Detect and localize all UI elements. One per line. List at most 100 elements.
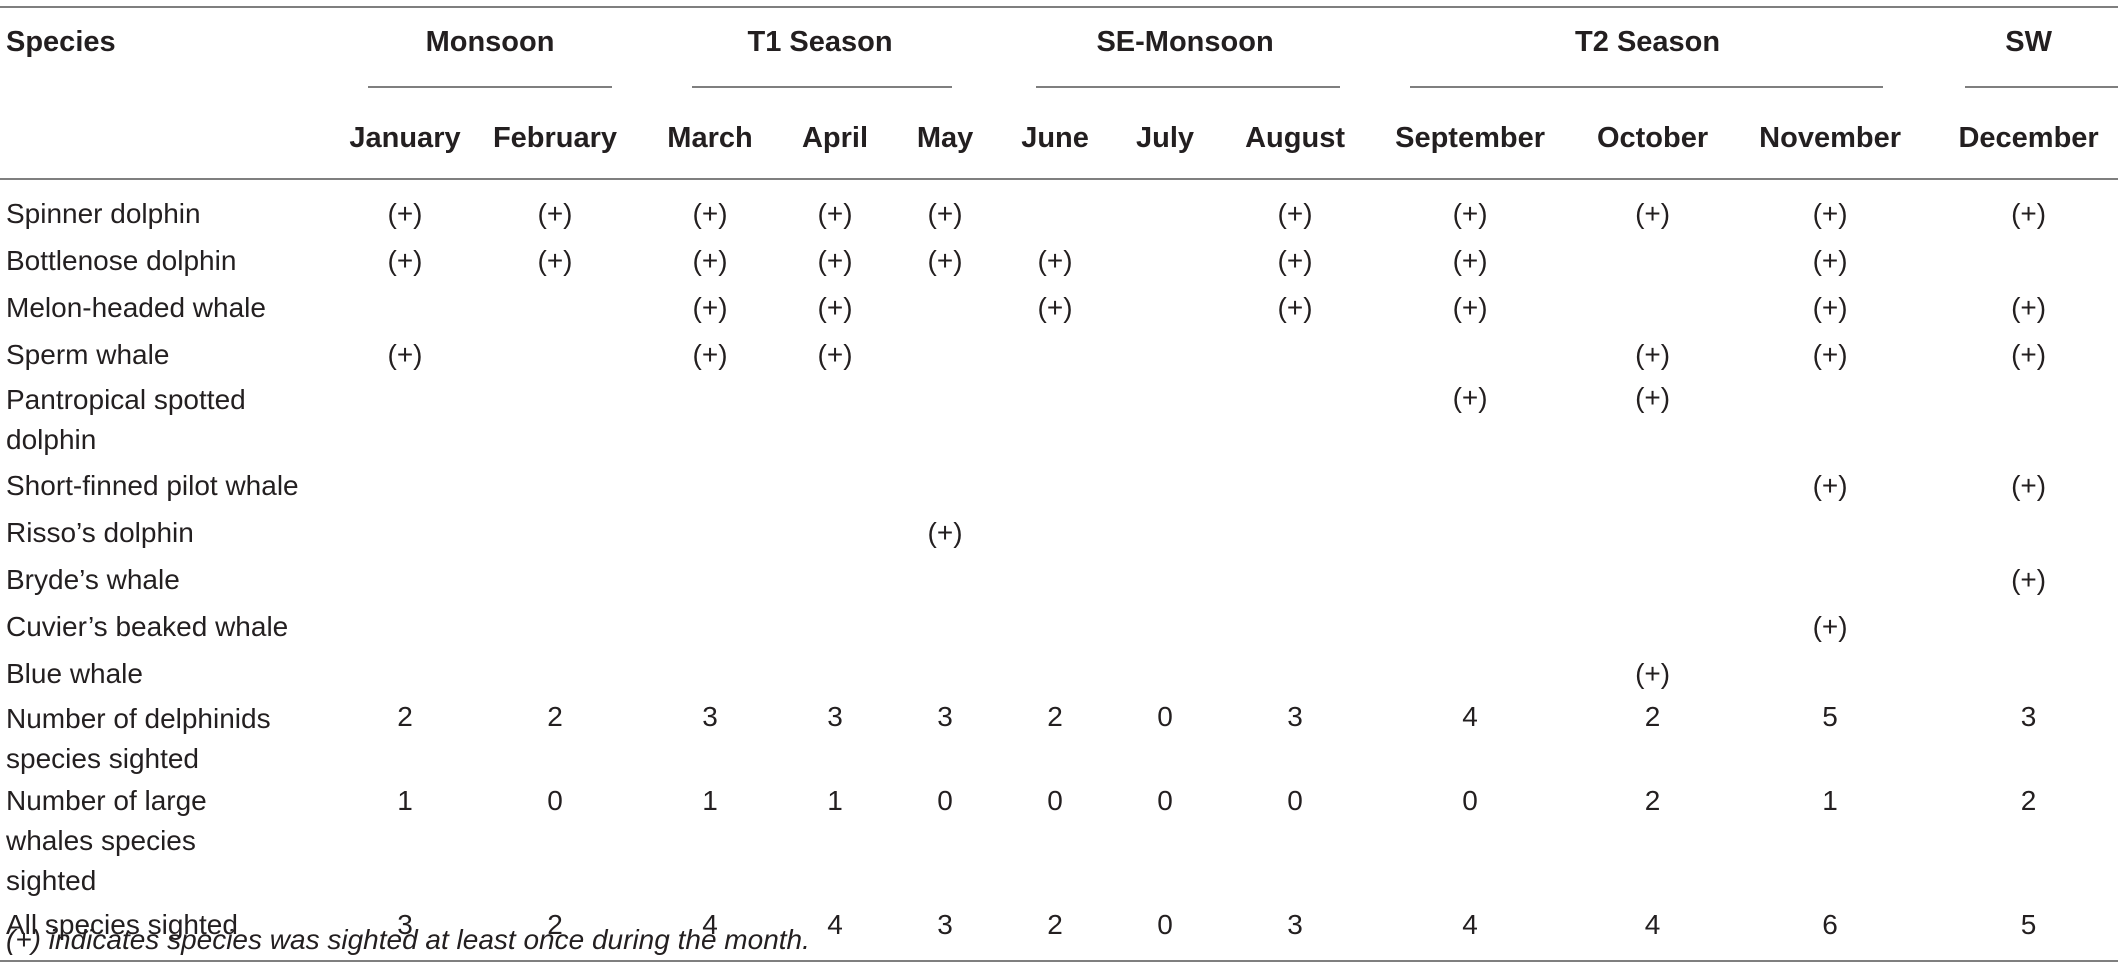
sighting-cell: 1 (1822, 785, 1838, 816)
sighting-cell (1220, 378, 1370, 462)
sighting-cell (1370, 331, 1570, 378)
season-label: T2 Season (1575, 26, 1721, 58)
sighting-cell (1220, 331, 1370, 378)
sighting-cell (890, 378, 1000, 462)
sighting-cell (340, 650, 470, 697)
species-label: Risso’s dolphin (6, 516, 194, 548)
sighting-cell (1000, 378, 1110, 462)
sighting-cell: 4 (702, 908, 718, 940)
species-label: Spinner dolphin (6, 197, 201, 229)
sighting-cell (340, 603, 470, 650)
sighting-cell (1000, 603, 1110, 650)
month-header-june: June (1021, 121, 1089, 154)
sighting-cell: 2 (547, 701, 563, 732)
sighting-cell (1110, 179, 1220, 237)
species-label: Short-finned pilot whale (6, 469, 299, 501)
table-row: Bryde’s whale (+) (0, 556, 2118, 603)
sighting-cell (780, 556, 890, 603)
sighting-cell (470, 509, 640, 556)
sighting-cell: 1 (397, 785, 413, 816)
sighting-cell (1370, 556, 1570, 603)
sighting-cell: (+) (817, 291, 853, 323)
species-label: Bottlenose dolphin (6, 244, 237, 276)
species-label: Number of large whales species sighted (6, 785, 207, 896)
sighting-cell (640, 650, 780, 697)
month-header-november: November (1759, 121, 1901, 154)
sighting-cell (780, 462, 890, 509)
season-header-monsoon: Monsoon (340, 7, 640, 98)
sighting-cell: (+) (692, 291, 728, 323)
sighting-cell: (+) (387, 338, 423, 370)
sighting-cell (890, 462, 1000, 509)
sighting-cell (470, 462, 640, 509)
sighting-cell: (+) (927, 197, 963, 229)
sighting-cell: (+) (2011, 291, 2047, 323)
sighting-cell (890, 556, 1000, 603)
sighting-cell: 5 (2020, 908, 2037, 940)
season-header-se-monsoon: SE-Monsoon (1000, 7, 1370, 98)
sighting-cell (1110, 650, 1220, 697)
sighting-cell: (+) (1277, 197, 1313, 229)
sighting-cell (1000, 462, 1110, 509)
sighting-cell (640, 556, 780, 603)
sighting-cell: 2 (397, 701, 413, 732)
sighting-cell (1110, 603, 1220, 650)
sighting-cell: 2 (2020, 785, 2037, 816)
sighting-cell: (+) (1452, 382, 1488, 413)
sighting-cell (890, 603, 1000, 650)
sighting-cell: 5 (1822, 701, 1838, 732)
sighting-cell: 3 (397, 908, 413, 940)
month-header-may: May (916, 121, 974, 154)
sighting-cell (780, 378, 890, 462)
sighting-cell (1220, 462, 1370, 509)
species-label: Cuvier’s beaked whale (6, 610, 289, 642)
season-header-t2: T2 Season (1370, 7, 1925, 98)
sighting-cell: 4 (1644, 908, 1661, 940)
sighting-cell (470, 556, 640, 603)
sighting-cell: (+) (1452, 244, 1488, 276)
season-label: Monsoon (425, 26, 555, 58)
table-row: Blue whale (+) (0, 650, 2118, 697)
sighting-cell: 2 (1047, 701, 1063, 732)
sighting-cell: (+) (2011, 197, 2047, 229)
month-header-august: August (1245, 121, 1345, 154)
sighting-cell (890, 650, 1000, 697)
season-rule (1036, 86, 1341, 88)
sighting-cell (1925, 650, 2118, 697)
sighting-cell: 3 (827, 701, 843, 732)
sighting-cell: 4 (827, 908, 843, 940)
sighting-cell (1925, 603, 2118, 650)
sighting-cell: (+) (1277, 244, 1313, 276)
sighting-cell (1220, 603, 1370, 650)
sighting-cell: (+) (1812, 291, 1848, 323)
species-label: Bryde’s whale (6, 563, 180, 595)
sighting-cell: (+) (537, 197, 573, 229)
sighting-cell (1220, 650, 1370, 697)
sighting-cell (470, 650, 640, 697)
sighting-cell (1000, 179, 1110, 237)
sighting-cell (1570, 284, 1735, 331)
table-row: Bottlenose dolphin (+) (+) (+) (+) (+) (+) (+) (… (0, 237, 2118, 284)
table-row: Number of delphinids species sighted 2 2 3 3… (0, 697, 2118, 781)
table-row: Risso’s dolphin (+) (0, 509, 2118, 556)
sighting-cell (1370, 462, 1570, 509)
sighting-cell (1220, 556, 1370, 603)
sighting-cell: (+) (1635, 657, 1671, 689)
sighting-cell (340, 509, 470, 556)
sighting-cell (470, 378, 640, 462)
sighting-cell: 2 (1047, 908, 1063, 940)
sighting-cell (1735, 650, 1925, 697)
sighting-cell: (+) (1277, 291, 1313, 323)
sighting-cell (780, 509, 890, 556)
sighting-cell (1925, 378, 2118, 462)
sighting-cell (1000, 509, 1110, 556)
table-row: Sperm whale (+) (+) (+) (+) (+) (+) (0, 331, 2118, 378)
month-header-july: July (1136, 121, 1195, 154)
sighting-cell (1110, 237, 1220, 284)
sighting-cell: 0 (547, 785, 563, 816)
sighting-cell (1570, 237, 1735, 284)
sighting-cell (340, 556, 470, 603)
species-label: Melon-headed whale (6, 291, 266, 323)
sighting-cell (780, 650, 890, 697)
sighting-cell: (+) (1037, 244, 1073, 276)
